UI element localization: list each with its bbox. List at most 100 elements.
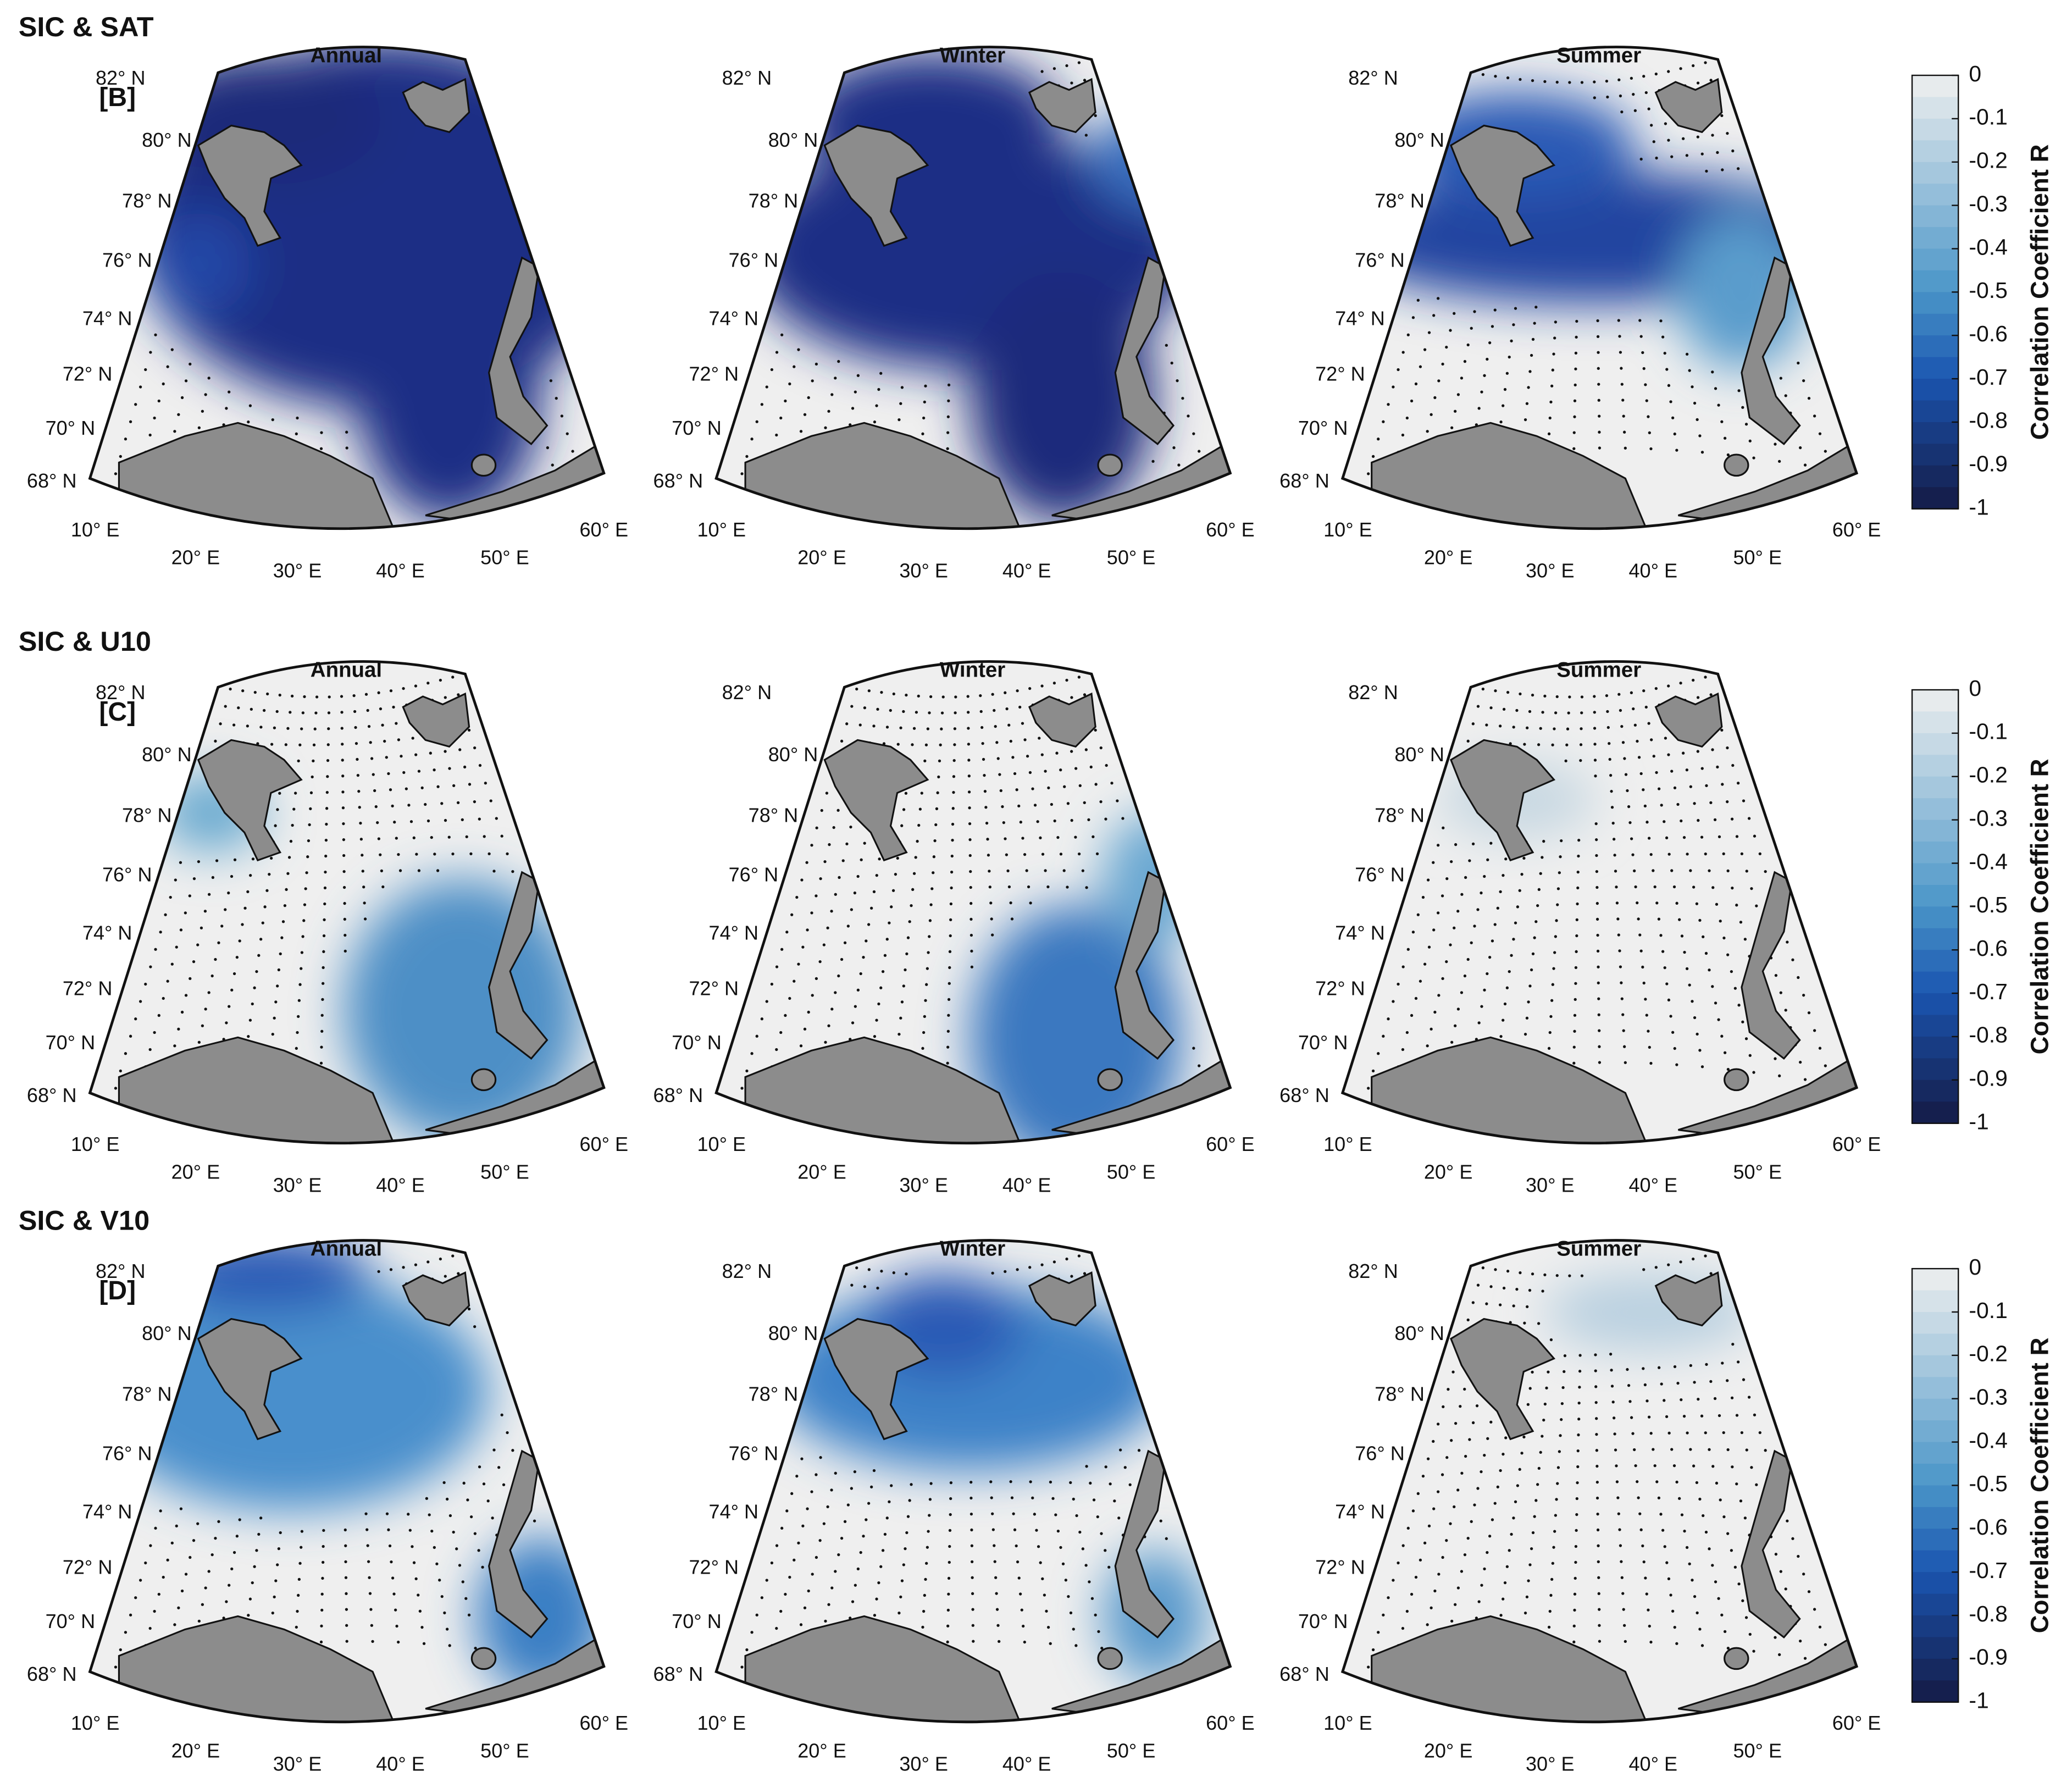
dot xyxy=(438,1579,441,1582)
dot xyxy=(1730,1396,1734,1399)
dot xyxy=(969,917,973,921)
dot xyxy=(119,455,122,458)
dot xyxy=(463,765,467,769)
dot xyxy=(824,1619,827,1623)
dot xyxy=(204,1008,207,1011)
dot xyxy=(750,438,754,441)
dot xyxy=(1705,169,1708,173)
map-panel: Annual[C]68° N70° N72° N74° N76° N78° N8… xyxy=(27,658,628,1197)
dot xyxy=(1491,1518,1494,1521)
dot xyxy=(1450,1040,1454,1044)
dot xyxy=(1405,416,1409,420)
dot xyxy=(1598,414,1601,418)
colorbar-band xyxy=(1912,1036,1959,1059)
dot xyxy=(253,986,256,989)
dot xyxy=(1619,965,1622,968)
dot xyxy=(1657,787,1661,790)
dot xyxy=(1437,379,1441,383)
dot xyxy=(551,463,554,467)
lat-label: 80° N xyxy=(142,1322,192,1344)
dot xyxy=(461,818,464,822)
dot xyxy=(1641,351,1644,355)
land xyxy=(402,1271,470,1327)
lat-label: 74° N xyxy=(1335,921,1385,944)
dot xyxy=(1661,950,1665,953)
lon-label: 40° E xyxy=(1629,1753,1678,1775)
colorbar-band xyxy=(1912,97,1959,120)
dot xyxy=(1633,109,1637,112)
dot xyxy=(1573,1592,1577,1596)
dot xyxy=(301,935,304,938)
dot xyxy=(1083,79,1087,82)
dot xyxy=(323,918,326,922)
dot xyxy=(1028,687,1032,690)
lat-label: 82° N xyxy=(722,1260,772,1282)
dot xyxy=(985,821,989,825)
lat-label: 78° N xyxy=(1375,1382,1425,1405)
lon-label: 10° E xyxy=(1323,1133,1372,1155)
dot xyxy=(1460,991,1464,994)
colorbar-label: Correlation Coefficient R xyxy=(2026,144,2054,440)
dot xyxy=(1530,1547,1533,1551)
dot xyxy=(1630,76,1633,80)
dot xyxy=(924,999,927,1002)
dot xyxy=(1704,61,1707,64)
dot xyxy=(1579,759,1582,762)
dot xyxy=(473,1532,477,1535)
dot xyxy=(1533,936,1536,939)
dot xyxy=(1547,1370,1550,1374)
dot xyxy=(902,808,906,811)
dot xyxy=(379,707,383,711)
dot xyxy=(826,926,829,929)
dot xyxy=(238,1518,241,1521)
dot xyxy=(1667,1577,1671,1581)
dot xyxy=(1433,1589,1437,1593)
dot xyxy=(1377,438,1380,441)
dot xyxy=(908,920,911,923)
dot xyxy=(1807,397,1811,400)
dot xyxy=(1685,768,1688,772)
dot xyxy=(1460,893,1464,896)
dot xyxy=(297,999,301,1002)
dot xyxy=(259,938,263,941)
lat-label: 80° N xyxy=(1394,129,1444,151)
dot xyxy=(1560,839,1563,843)
colorbar-band xyxy=(1912,1485,1959,1508)
dot xyxy=(1454,843,1458,846)
dot xyxy=(1022,1624,1025,1628)
dot xyxy=(321,998,324,1001)
dot xyxy=(189,362,192,366)
dot xyxy=(1476,908,1480,911)
colorbar-band xyxy=(1912,1015,1959,1038)
dot xyxy=(1563,1354,1567,1358)
dot xyxy=(805,861,808,864)
dot xyxy=(1704,951,1708,955)
dot xyxy=(1015,1544,1018,1548)
dot xyxy=(1040,753,1044,756)
colorbar-band xyxy=(1912,1311,1959,1335)
dot xyxy=(1824,1064,1827,1067)
dot xyxy=(927,951,930,954)
dot xyxy=(1619,351,1622,354)
dot xyxy=(1367,472,1370,475)
lon-label: 30° E xyxy=(899,1753,948,1775)
dot xyxy=(1818,1625,1822,1629)
dot xyxy=(1573,1014,1577,1017)
dot xyxy=(1726,1646,1730,1650)
dot xyxy=(1070,696,1073,699)
dot xyxy=(1720,1034,1724,1038)
dot xyxy=(1685,967,1689,970)
map-field xyxy=(1342,47,1857,529)
dot xyxy=(1642,1367,1645,1370)
dot xyxy=(1655,156,1658,160)
dot xyxy=(1489,1420,1493,1424)
dot xyxy=(1426,1623,1429,1626)
dot xyxy=(949,1497,952,1501)
dot xyxy=(1084,1564,1088,1567)
dot xyxy=(1015,788,1018,791)
dot xyxy=(1090,1597,1094,1600)
dot xyxy=(1555,80,1559,84)
dot xyxy=(1460,1570,1464,1573)
dot xyxy=(1593,80,1596,84)
dot xyxy=(912,872,916,875)
